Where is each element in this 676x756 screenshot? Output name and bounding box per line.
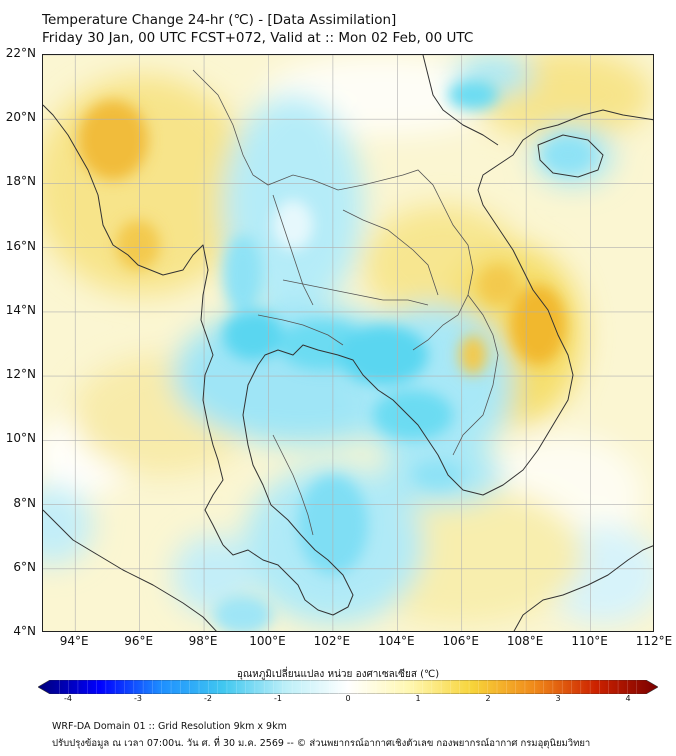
lat-label: 10°N	[5, 431, 36, 446]
lat-label: 14°N	[5, 302, 36, 317]
myanmar-coast	[43, 104, 224, 546]
coastlines	[43, 55, 653, 631]
colorbar-tick-label: -4	[64, 694, 72, 703]
colorbar-tick-label: 1	[415, 694, 421, 703]
lat-label: 22°N	[5, 46, 36, 60]
pale-spot	[273, 200, 313, 250]
country-borders	[192, 69, 499, 536]
lon-label: 102°E	[313, 634, 351, 648]
footer-credit: ปรับปรุงข้อมูล ณ เวลา 07:00น. วัน ศ. ที่…	[52, 738, 591, 749]
colorbar-tick-label: -3	[134, 694, 142, 703]
border-line	[282, 279, 429, 306]
lat-label: 16°N	[5, 238, 36, 253]
lat-label: 12°N	[5, 367, 36, 382]
map-subtitle: Friday 30 Jan, 00 UTC FCST+072, Valid at…	[42, 30, 474, 46]
colorbar-tick-label: 2	[485, 694, 491, 703]
colorbar	[38, 680, 658, 694]
temperature-field-map	[43, 55, 653, 631]
lon-label: 96°E	[124, 634, 154, 648]
hot-spot	[459, 335, 487, 375]
footer-model-info: WRF-DA Domain 01 :: Grid Resolution 9km …	[52, 721, 287, 732]
lon-label: 110°E	[571, 634, 608, 648]
lon-label: 104°E	[378, 634, 415, 648]
lat-label: 6°N	[13, 559, 36, 574]
colorbar-tick-label: 4	[625, 694, 631, 703]
colorbar-tick-label: 0	[345, 694, 351, 703]
lon-label: 100°E	[249, 634, 286, 648]
colorbar-tick-label: -2	[204, 694, 212, 703]
map-panel[interactable]	[42, 54, 654, 632]
border-line	[342, 209, 439, 296]
hot-spot	[510, 285, 566, 365]
colorbar-tick-label: 3	[555, 694, 561, 703]
thai-peninsula	[222, 344, 354, 616]
cold-spot	[543, 137, 593, 173]
colorbar-title: อุณหภูมิเปลี่ยนแปลง หน่วย องศาเซลเซียส (…	[236, 669, 440, 680]
border-line	[272, 194, 314, 306]
cold-spot	[373, 390, 453, 440]
border-line	[272, 434, 314, 536]
lon-label: 108°E	[506, 634, 544, 648]
borneo-coast	[513, 545, 653, 631]
lat-label: 18°N	[5, 174, 36, 189]
lon-label: 106°E	[442, 634, 479, 648]
lon-label: 94°E	[59, 634, 89, 648]
sumatra-coast	[43, 509, 217, 631]
lon-label: 98°E	[188, 634, 218, 648]
cold-spot	[223, 235, 263, 315]
lat-label: 20°N	[5, 110, 36, 125]
hot-spot	[478, 265, 518, 305]
lat-label: 4°N	[13, 624, 36, 638]
hot-spot	[116, 220, 160, 270]
hainan-island	[537, 134, 604, 178]
colorbar-tick-label: -1	[274, 694, 282, 703]
hot-spot	[78, 100, 148, 180]
vietnam-coast-north	[422, 55, 499, 146]
border-line	[257, 314, 344, 346]
cold-spot	[223, 310, 283, 360]
lon-label: 112°E	[635, 634, 673, 648]
cold-spot	[338, 325, 428, 385]
map-title: Temperature Change 24-hr (℃) - [Data Ass…	[42, 12, 397, 28]
border-line	[452, 294, 499, 456]
cold-spot	[448, 80, 498, 110]
gulf-coast-east	[337, 109, 653, 496]
lat-label: 8°N	[13, 495, 36, 510]
border-line	[192, 69, 474, 351]
cold-spot	[213, 595, 273, 631]
cold-spot	[413, 461, 463, 489]
